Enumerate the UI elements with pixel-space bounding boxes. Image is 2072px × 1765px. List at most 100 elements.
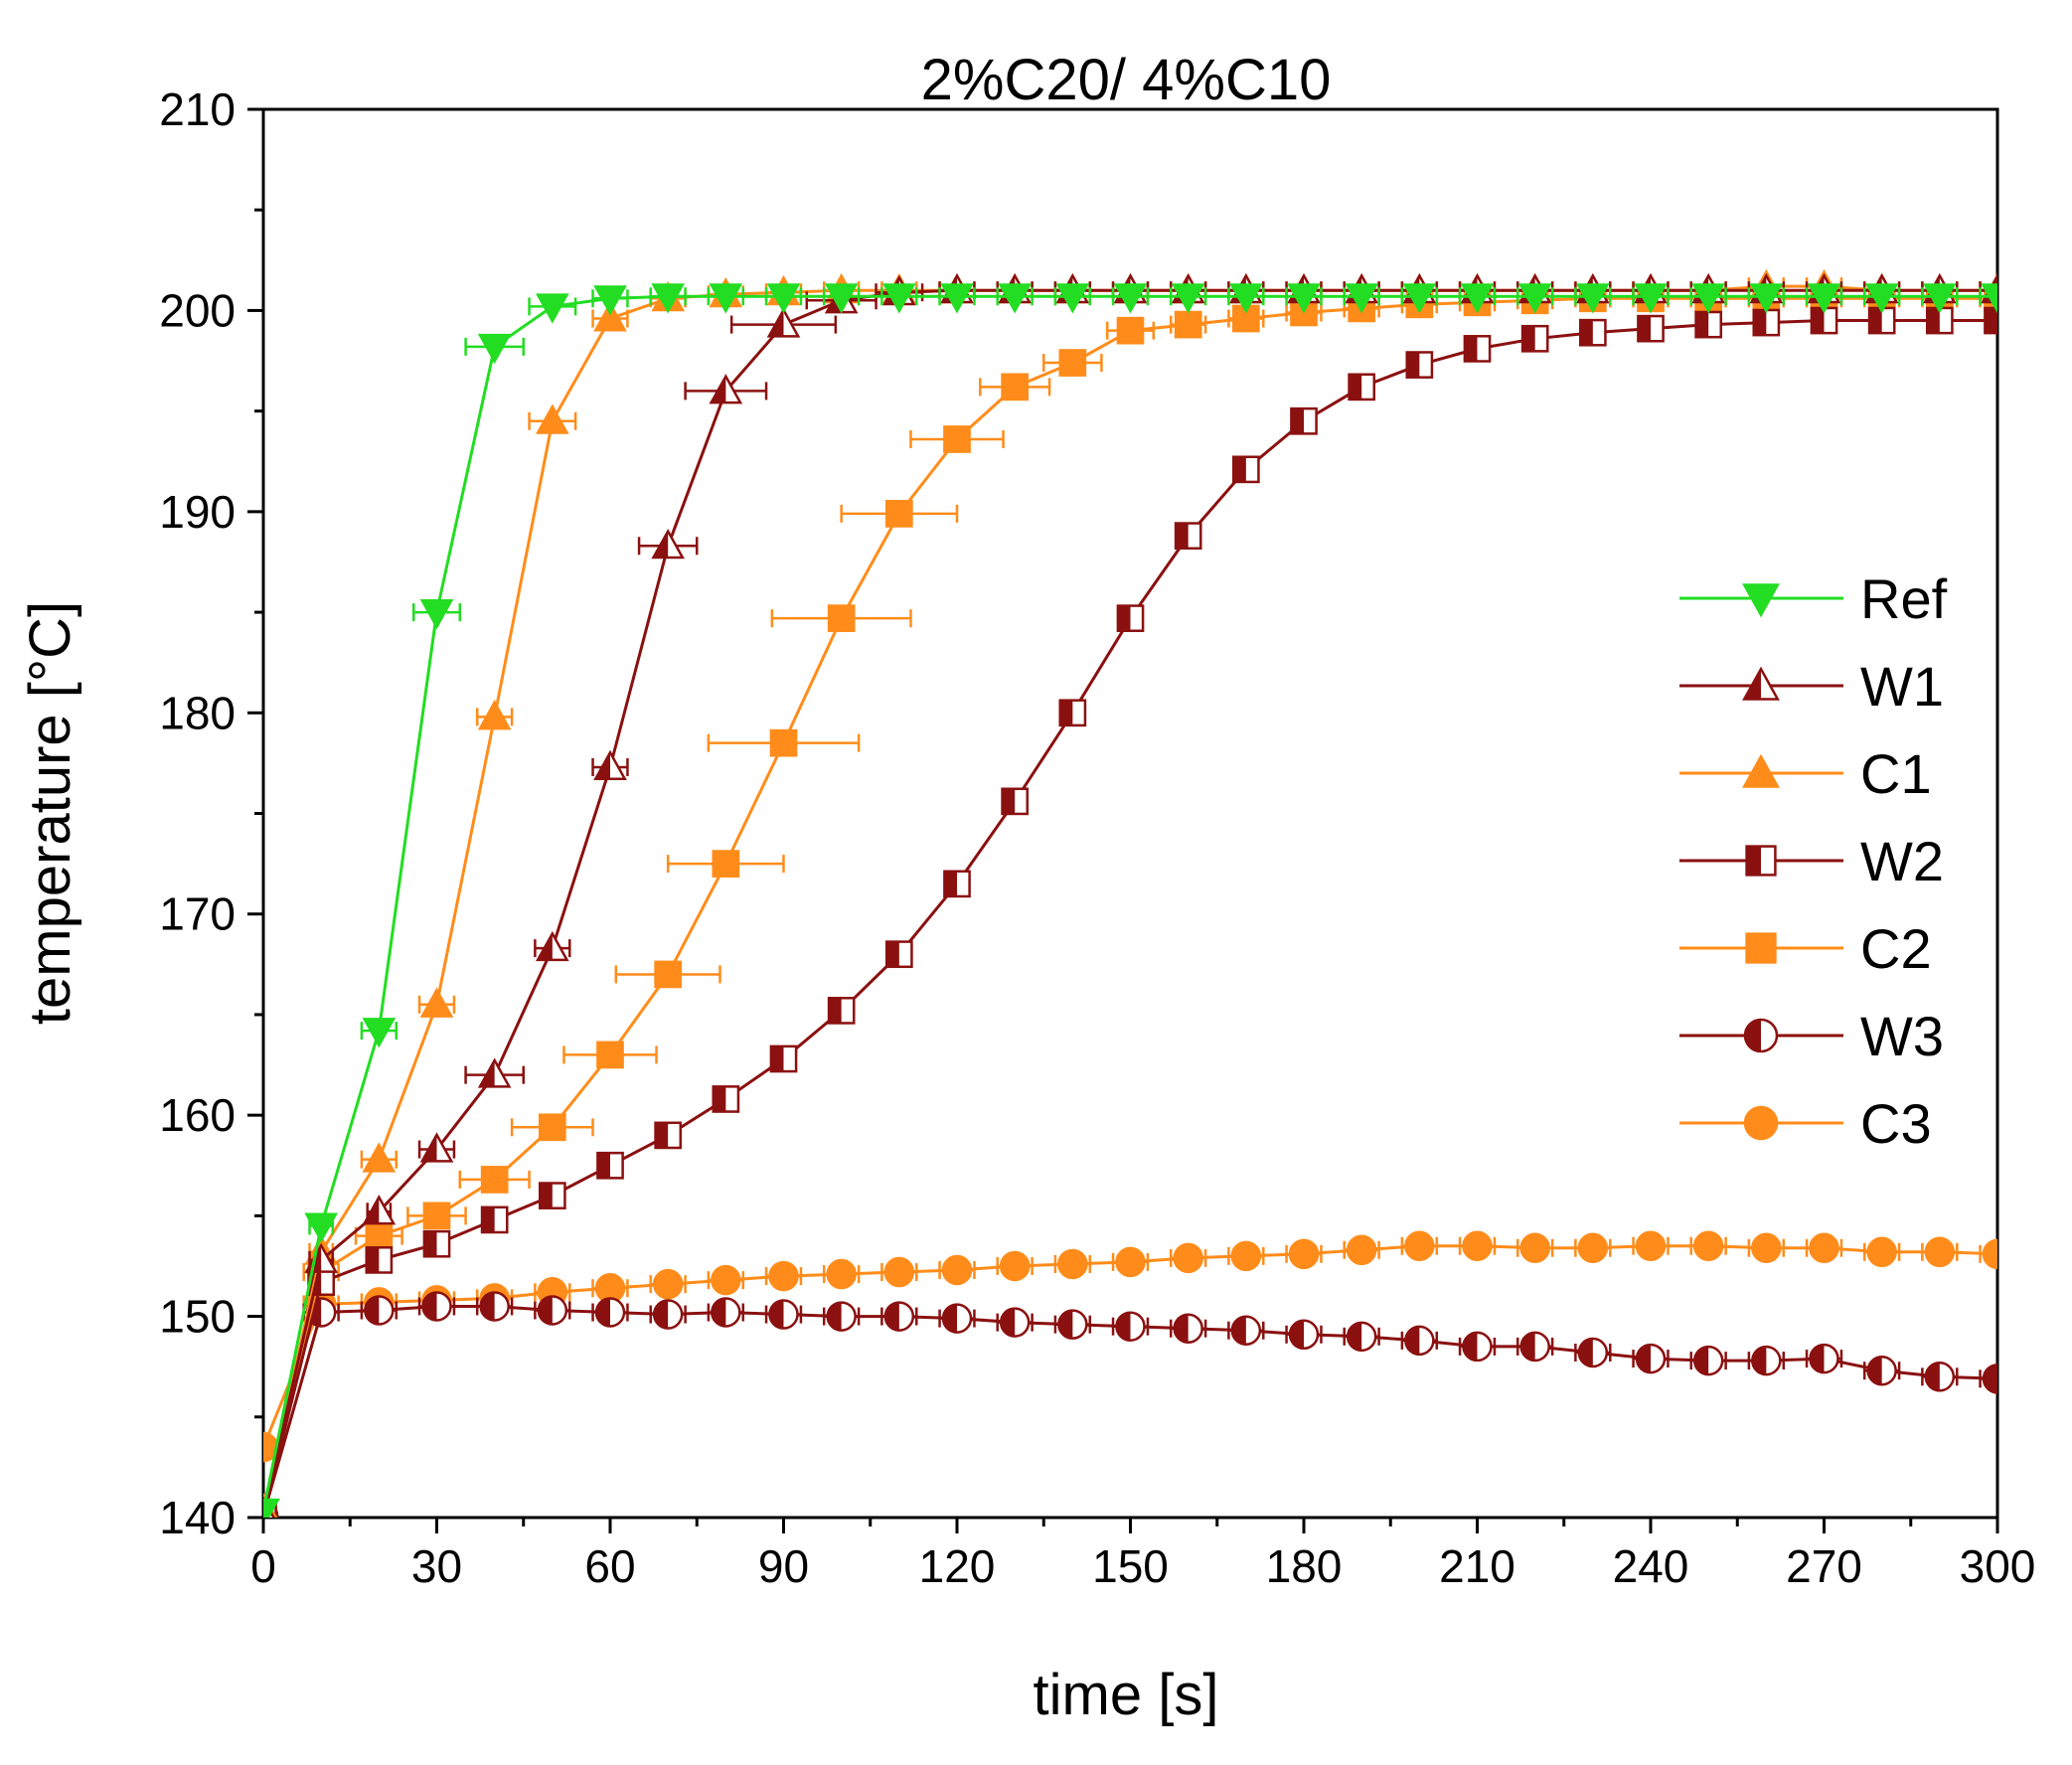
data-point bbox=[1578, 318, 1607, 347]
marker-shape bbox=[1055, 283, 1090, 314]
marker-shape bbox=[1692, 1230, 1724, 1261]
y-axis-title: temperature [°C] bbox=[18, 601, 82, 1025]
legend-entry-c3: C3 bbox=[1679, 1092, 1932, 1155]
data-point bbox=[941, 1254, 973, 1286]
data-point bbox=[883, 1256, 915, 1288]
legend-entry-w1: W1 bbox=[1679, 655, 1944, 718]
data-point bbox=[1229, 283, 1263, 314]
marker-half-fill bbox=[1580, 320, 1593, 346]
data-point bbox=[538, 1182, 566, 1209]
marker-half-fill bbox=[1464, 336, 1478, 362]
marker-half-fill bbox=[249, 1502, 263, 1529]
data-point bbox=[419, 599, 454, 630]
data-point bbox=[1576, 283, 1610, 314]
marker-shape bbox=[827, 604, 856, 632]
data-point bbox=[709, 283, 743, 314]
data-point bbox=[593, 749, 627, 780]
x-tick-label: 150 bbox=[1092, 1540, 1169, 1592]
data-point bbox=[1867, 306, 1896, 335]
marker-shape bbox=[419, 987, 454, 1018]
marker-half-fill bbox=[366, 1247, 380, 1273]
data-point bbox=[652, 1268, 684, 1300]
x-tick-label: 60 bbox=[584, 1540, 635, 1592]
data-point bbox=[654, 1121, 683, 1150]
marker-shape bbox=[824, 283, 859, 314]
data-point bbox=[1694, 310, 1723, 339]
data-point bbox=[941, 1303, 973, 1334]
marker-shape bbox=[538, 1113, 566, 1142]
data-point bbox=[1288, 1238, 1320, 1270]
legend-label: W2 bbox=[1860, 830, 1944, 892]
marker-shape bbox=[1634, 283, 1668, 314]
data-point bbox=[1692, 1345, 1724, 1376]
marker-shape bbox=[1981, 283, 1997, 314]
marker-half-fill bbox=[654, 1300, 669, 1329]
marker-shape bbox=[1229, 283, 1263, 314]
data-point bbox=[365, 1221, 394, 1250]
legend-marker bbox=[1745, 932, 1777, 964]
data-point bbox=[480, 1166, 509, 1194]
marker-half-fill bbox=[1231, 1316, 1246, 1345]
marker-half-fill bbox=[422, 1292, 437, 1321]
marker-shape bbox=[1982, 1238, 1997, 1270]
data-point bbox=[1174, 522, 1202, 550]
marker-shape bbox=[1001, 373, 1030, 401]
marker-half-fill bbox=[1694, 1347, 1709, 1375]
data-point bbox=[596, 1041, 624, 1069]
data-point bbox=[1751, 1232, 1782, 1263]
marker-half-fill bbox=[943, 1304, 957, 1333]
x-axis-title: time [s] bbox=[1034, 1663, 1219, 1727]
data-point bbox=[1058, 349, 1087, 377]
marker-shape bbox=[826, 1258, 857, 1290]
marker-shape bbox=[999, 1250, 1031, 1282]
marker-shape bbox=[1743, 1105, 1779, 1141]
marker-shape bbox=[477, 333, 512, 365]
marker-half-fill bbox=[1116, 1312, 1131, 1341]
data-point bbox=[769, 1044, 798, 1073]
marker-shape bbox=[1866, 1236, 1897, 1268]
data-point bbox=[1520, 324, 1549, 353]
marker-half-fill bbox=[1059, 700, 1073, 725]
data-point bbox=[1115, 1311, 1146, 1342]
marker-half-fill bbox=[1867, 1357, 1882, 1385]
marker-shape bbox=[1517, 283, 1552, 314]
legend-marker bbox=[1743, 1018, 1779, 1053]
marker-half-fill bbox=[1927, 307, 1940, 334]
marker-half-fill bbox=[769, 1300, 784, 1329]
marker-shape bbox=[1113, 283, 1148, 314]
data-point bbox=[1404, 1230, 1435, 1261]
marker-shape bbox=[1745, 932, 1777, 964]
x-tick-label: 120 bbox=[919, 1540, 996, 1592]
data-point bbox=[477, 333, 512, 365]
data-point bbox=[480, 1205, 509, 1234]
legend-entry-c1: C1 bbox=[1679, 742, 1932, 805]
marker-half-fill bbox=[1406, 352, 1420, 378]
data-point bbox=[766, 307, 801, 338]
marker-half-fill bbox=[1985, 307, 1997, 334]
y-tick-label: 140 bbox=[159, 1492, 236, 1543]
data-point bbox=[422, 1202, 451, 1230]
marker-half-fill bbox=[1002, 788, 1016, 814]
data-point bbox=[1982, 1238, 1997, 1270]
data-point bbox=[1402, 283, 1437, 314]
data-point bbox=[827, 997, 856, 1025]
data-point bbox=[1116, 604, 1145, 632]
data-point bbox=[709, 374, 743, 404]
marker-half-fill bbox=[829, 998, 842, 1024]
data-point bbox=[1113, 283, 1148, 314]
data-point bbox=[362, 1195, 397, 1225]
marker-half-fill bbox=[1520, 1332, 1535, 1361]
legend-entry-w3: W3 bbox=[1679, 1005, 1944, 1067]
legend-label: W1 bbox=[1860, 655, 1944, 718]
legend-marker bbox=[1742, 753, 1780, 788]
data-point bbox=[1807, 283, 1841, 314]
marker-half-fill bbox=[1117, 605, 1131, 631]
data-point bbox=[940, 283, 974, 314]
data-point bbox=[766, 283, 801, 314]
data-point bbox=[1462, 1331, 1493, 1363]
data-point bbox=[1460, 283, 1495, 314]
marker-half-fill bbox=[421, 1134, 437, 1162]
legend-marker bbox=[1743, 1105, 1779, 1141]
marker-shape bbox=[1691, 283, 1725, 314]
data-point bbox=[477, 700, 512, 730]
